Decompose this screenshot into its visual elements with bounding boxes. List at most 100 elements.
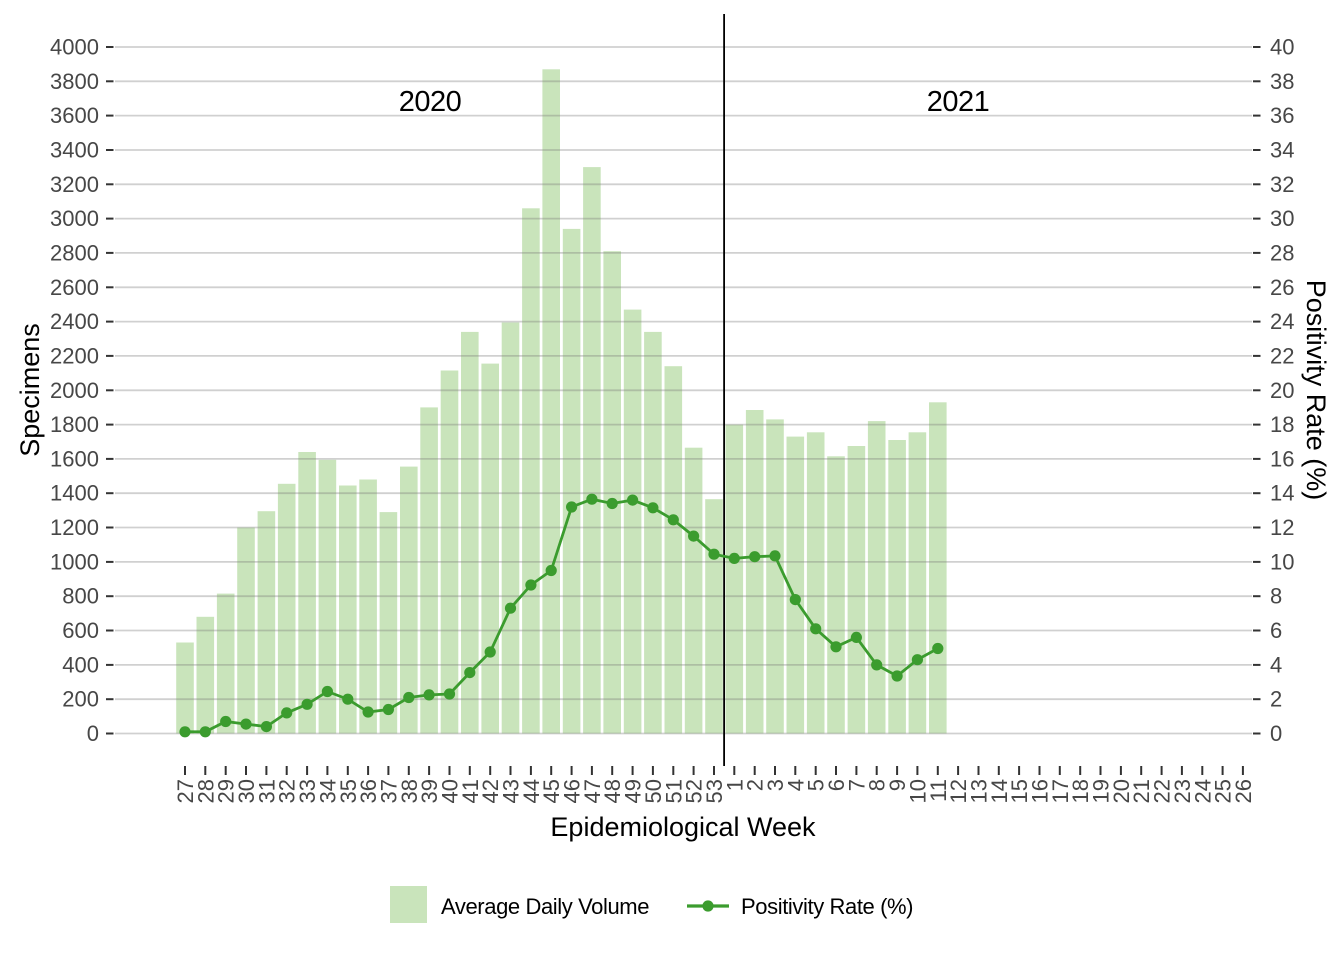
positivity-line: [185, 497, 939, 734]
bar: [339, 485, 357, 734]
bar: [318, 459, 337, 734]
bar: [298, 452, 316, 734]
bar: [745, 410, 764, 734]
data-point: [199, 726, 211, 738]
x-tick-label: 37: [376, 779, 401, 803]
x-tick-label: 11: [926, 779, 951, 802]
x-tick-label: 25: [1211, 779, 1236, 803]
bar: [583, 167, 601, 734]
x-tick-label: 42: [478, 779, 503, 803]
x-tick-label: 43: [499, 779, 524, 803]
bar: [440, 370, 459, 734]
right-tick-label: 36: [1270, 103, 1294, 128]
right-tick-label: 24: [1270, 309, 1294, 334]
data-point: [260, 721, 272, 733]
x-tick-label: 2: [743, 779, 768, 791]
data-point: [240, 718, 252, 730]
legend-line-marker: [702, 900, 714, 912]
x-tick-label: 48: [600, 779, 625, 803]
bar: [766, 419, 784, 734]
data-point: [932, 642, 944, 655]
x-tick-label: 13: [967, 779, 992, 803]
x-tick-label: 19: [1089, 779, 1114, 803]
right-tick-label: 8: [1270, 584, 1282, 609]
x-axis: 2728293031323334353637383940414243444546…: [173, 766, 1256, 803]
x-tick-label: 14: [987, 779, 1012, 803]
bar: [623, 309, 642, 734]
x-axis-title: Epidemiological Week: [550, 812, 816, 842]
bar: [461, 331, 479, 734]
x-tick-label: 44: [519, 779, 544, 803]
bar: [481, 363, 499, 734]
left-tick-label: 2200: [50, 343, 99, 368]
left-tick-label: 1400: [50, 481, 99, 506]
left-tick-label: 3800: [50, 69, 99, 94]
data-point: [342, 693, 354, 705]
x-tick-label: 20: [1109, 779, 1134, 803]
x-tick-label: 6: [824, 779, 849, 791]
right-tick-label: 30: [1270, 206, 1294, 231]
bar: [542, 69, 560, 734]
x-tick-label: 22: [1150, 779, 1175, 803]
x-tick-label: 3: [763, 779, 788, 791]
right-tick-label: 12: [1270, 515, 1294, 540]
data-point: [789, 594, 801, 606]
x-tick-label: 21: [1129, 779, 1154, 803]
bar: [867, 421, 886, 734]
left-axis-title: Specimens: [15, 323, 45, 457]
data-point: [403, 691, 415, 704]
x-tick-label: 52: [682, 779, 707, 803]
x-tick-label: 17: [1048, 779, 1073, 803]
x-tick-label: 41: [458, 779, 483, 803]
x-tick-label: 47: [580, 779, 605, 803]
x-tick-label: 46: [560, 779, 585, 803]
legend-bar-swatch: [390, 886, 427, 923]
bar: [725, 424, 744, 734]
x-tick-label: 1: [722, 779, 747, 791]
left-tick-label: 4000: [50, 35, 99, 60]
right-tick-label: 16: [1270, 446, 1294, 471]
left-tick-label: 1800: [50, 412, 99, 437]
data-point: [443, 688, 456, 700]
left-tick-label: 3200: [50, 172, 99, 197]
data-point: [891, 670, 903, 682]
left-tick-label: 3000: [50, 206, 99, 231]
right-tick-label: 0: [1270, 721, 1282, 746]
right-tick-label: 2: [1270, 687, 1282, 712]
data-point: [749, 551, 761, 563]
data-point: [728, 552, 740, 565]
x-tick-label: 50: [641, 779, 666, 803]
right-tick-label: 28: [1270, 240, 1294, 265]
bar: [176, 642, 194, 734]
x-tick-label: 26: [1231, 779, 1256, 803]
left-tick-label: 3600: [50, 103, 99, 128]
gridlines: [115, 46, 1252, 735]
data-point: [769, 550, 781, 562]
bar: [888, 440, 906, 734]
bar: [257, 511, 276, 734]
right-tick-label: 6: [1270, 618, 1282, 643]
x-tick-label: 38: [397, 779, 422, 803]
x-tick-label: 32: [275, 779, 300, 803]
data-point: [830, 641, 842, 653]
data-point: [464, 667, 476, 679]
bar: [786, 436, 805, 734]
right-tick-label: 4: [1270, 652, 1282, 677]
x-tick-label: 33: [295, 779, 320, 803]
right-tick-label: 40: [1270, 35, 1294, 60]
bar: [400, 466, 418, 734]
left-tick-label: 2600: [50, 275, 99, 300]
x-tick-label: 40: [438, 779, 463, 803]
left-tick-label: 2800: [50, 240, 99, 265]
bar: [522, 208, 540, 734]
positivity-points: [179, 493, 944, 738]
data-point: [627, 494, 639, 506]
bar-series: [176, 69, 947, 734]
right-tick-label: 38: [1270, 69, 1294, 94]
data-point: [586, 493, 598, 505]
right-tick-label: 32: [1270, 172, 1294, 197]
right-tick-label: 18: [1270, 412, 1294, 437]
year-label-2020: 2020: [399, 86, 462, 118]
